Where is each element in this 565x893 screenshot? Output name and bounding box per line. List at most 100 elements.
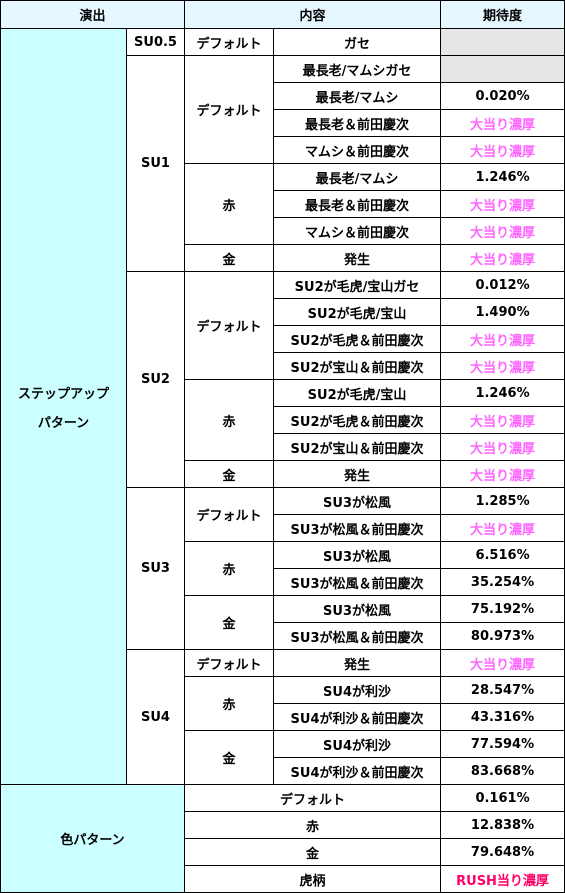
step-pattern-label-line1: ステップアップ [17,386,109,402]
content-cell: SU3が松風＆前田慶次 [273,514,442,542]
value-cell: 1.490% [440,298,565,326]
table-row: マムシ＆前田慶次 大当り濃厚 [1,136,565,164]
header-row: 演出 内容 期待度 [0,0,565,29]
su4-red-label: 赤 [184,676,275,731]
value-cell: 75.192% [440,595,565,623]
value-cell-empty [440,28,565,56]
table-row: SU3が松風＆前田慶次 80.973% [1,622,565,650]
table-row: 最長老＆前田慶次 大当り濃厚 [1,190,565,218]
su3-default-label: デフォルト [184,487,275,542]
table-row: 赤 SU3が松風 6.516% [1,541,565,596]
value-cell-jackpot: 大当り濃厚 [440,325,565,353]
su2-default-label: デフォルト [184,271,275,380]
step-pattern-label: ステップアップ パターン [0,28,127,785]
su2-gold-label: 金 [184,460,275,488]
su2-red-label: 赤 [184,379,275,461]
value-cell: 1.285% [440,487,565,515]
table-row: SU1 デフォルト 最長老/マムシガセ [1,55,565,272]
value-cell: 77.594% [440,730,565,758]
table-row: 金 発生 大当り濃厚 [1,244,565,272]
value-cell-jackpot: 大当り濃厚 [440,190,565,218]
table-row: SU2が毛虎＆前田慶次 大当り濃厚 [1,406,565,434]
table-row: SU2 デフォルト SU2が毛虎/宝山ガセ 0.012% [1,271,565,488]
value-cell: 12.838% [440,811,565,839]
su05-sub-label: デフォルト [184,28,275,56]
value-cell-jackpot: 大当り濃厚 [440,433,565,461]
value-cell: 79.648% [440,838,565,866]
header-content: 内容 [184,0,442,29]
value-cell: 1.246% [440,379,565,407]
table-row: 赤 最長老/マムシ 1.246% [1,163,565,245]
table-row: 赤 SU4が利沙 28.547% [1,676,565,731]
table-row: SU4が利沙＆前田慶次 83.668% [1,757,565,785]
content-cell: SU4が利沙 [273,676,442,704]
content-cell: マムシ＆前田慶次 [273,217,442,245]
su3-red-label: 赤 [184,541,275,596]
header-performance: 演出 [0,0,186,29]
content-cell: 最長老＆前田慶次 [273,109,442,137]
value-cell: 35.254% [440,568,565,596]
table-row: マムシ＆前田慶次 大当り濃厚 [1,217,565,245]
content-cell: SU2が毛虎/宝山 [273,298,442,326]
value-cell: 0.020% [440,82,565,110]
table-row: 金 79.648% [1,838,565,866]
table-row: 虎柄 RUSH当り濃厚 [1,865,565,893]
content-cell: SU3が松風 [273,487,442,515]
value-cell-rush: RUSH当り濃厚 [440,865,565,893]
value-cell: 83.668% [440,757,565,785]
value-cell-jackpot: 大当り濃厚 [440,460,565,488]
value-cell: 28.547% [440,676,565,704]
value-cell-empty [440,55,565,83]
content-cell: 最長老/マムシ [273,163,442,191]
su2-label: SU2 [125,271,186,488]
value-cell: 0.161% [440,784,565,812]
value-cell: 0.012% [440,271,565,299]
table-row: 金 発生 大当り濃厚 [1,460,565,488]
content-cell: SU4が利沙 [273,730,442,758]
content-cell: 発生 [273,460,442,488]
su4-label: SU4 [125,649,186,785]
content-cell: SU2が毛虎＆前田慶次 [273,325,442,353]
table-row: 金 SU3が松風 75.192% [1,595,565,650]
value-cell: 43.316% [440,703,565,731]
su05-label: SU0.5 [125,28,186,56]
table-row: ステップアップ パターン SU0.5 デフォルト ガセ [0,28,565,785]
content-cell: SU3が松風＆前田慶次 [273,622,442,650]
content-cell: 金 [184,838,442,866]
value-cell: 1.246% [440,163,565,191]
value-cell-jackpot: 大当り濃厚 [440,217,565,245]
value-cell-jackpot: 大当り濃厚 [440,136,565,164]
content-cell: SU4が利沙＆前田慶次 [273,703,442,731]
content-cell: 最長老/マムシガセ [273,55,442,83]
value-cell-jackpot: 大当り濃厚 [440,352,565,380]
table-row: SU2が宝山＆前田慶次 大当り濃厚 [1,433,565,461]
content-cell: SU3が松風 [273,541,442,569]
content-cell: SU2が毛虎/宝山 [273,379,442,407]
value-cell-jackpot: 大当り濃厚 [440,244,565,272]
su1-gold-label: 金 [184,244,275,272]
value-cell: 6.516% [440,541,565,569]
table-row: SU2が毛虎/宝山 1.490% [1,298,565,326]
color-pattern-label: 色パターン [0,784,186,893]
content-cell: マムシ＆前田慶次 [273,136,442,164]
value-cell-jackpot: 大当り濃厚 [440,109,565,137]
table-row: 赤 SU2が毛虎/宝山 1.246% [1,379,565,461]
su1-default-label: デフォルト [184,55,275,164]
table-row: SU2が毛虎＆前田慶次 大当り濃厚 [1,325,565,353]
su4-gold-label: 金 [184,730,275,785]
content-cell: SU2が宝山＆前田慶次 [273,433,442,461]
su3-label: SU3 [125,487,186,650]
table-row: 色パターン デフォルト 0.161% [0,784,565,893]
content-cell: デフォルト [184,784,442,812]
su4-default-label: デフォルト [184,649,275,677]
su1-red-label: 赤 [184,163,275,245]
content-cell: 虎柄 [184,865,442,893]
content-cell: 発生 [273,244,442,272]
content-cell: SU2が毛虎＆前田慶次 [273,406,442,434]
content-cell: SU2が毛虎/宝山ガセ [273,271,442,299]
table-row: 赤 12.838% [1,811,565,839]
content-cell: SU4が利沙＆前田慶次 [273,757,442,785]
value-cell: 80.973% [440,622,565,650]
table-row: SU4が利沙＆前田慶次 43.316% [1,703,565,731]
